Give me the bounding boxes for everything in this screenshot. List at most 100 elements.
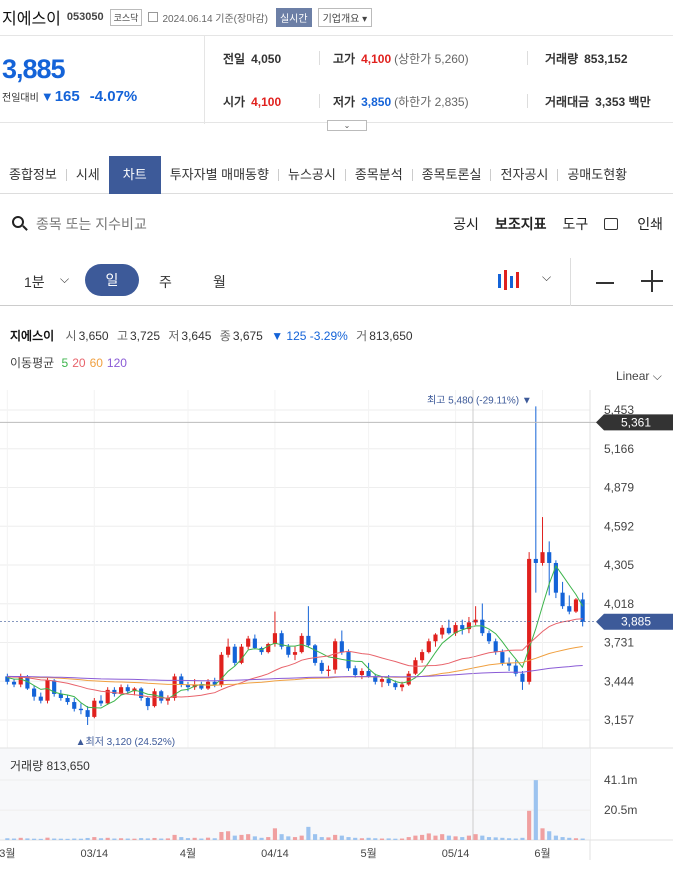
- corp-info-button[interactable]: 기업개요 ▾: [317, 7, 373, 27]
- volume-bar: [259, 837, 264, 840]
- prev-close-label: 전일: [223, 52, 246, 66]
- candle-body: [212, 681, 217, 685]
- volume-bar: [406, 837, 411, 840]
- indicator-button[interactable]: 보조지표: [494, 216, 547, 232]
- volume-bar: [92, 837, 97, 840]
- candle-body: [379, 679, 385, 682]
- volume-bar: [85, 837, 90, 840]
- tools-button[interactable]: 도구: [562, 216, 589, 232]
- upper-limit: (상한가 5,260): [394, 52, 469, 66]
- scale-label: Linear: [616, 369, 650, 383]
- chevron-down-icon[interactable]: ⌵: [542, 270, 552, 284]
- chevron-down-icon[interactable]: ⌵: [60, 272, 70, 286]
- candle-body: [272, 633, 278, 644]
- high-price: 고가 4,100 (상한가 5,260): [333, 50, 469, 67]
- min-price-label: ▲최저 3,120 (24.52%): [76, 736, 175, 748]
- print-button[interactable]: 인쇄: [604, 214, 663, 234]
- candle-body: [353, 668, 358, 676]
- volume-label: 거래량: [545, 52, 579, 66]
- crosshair-price-label: 5,361: [621, 415, 651, 429]
- volume-bar: [460, 837, 465, 840]
- period-day-button[interactable]: 일: [85, 264, 139, 296]
- volume-tick-label: 20.5m: [604, 803, 637, 817]
- volume-bar: [393, 838, 398, 840]
- volume-bar: [540, 828, 545, 840]
- candle-body: [292, 652, 298, 655]
- volume-bar: [500, 837, 505, 840]
- candle-body: [5, 676, 10, 682]
- volume-bar: [312, 834, 318, 840]
- change-label: 전일대비: [2, 93, 39, 104]
- volume-bar: [306, 826, 311, 840]
- volume-bar: [573, 838, 579, 840]
- candle-body: [52, 680, 57, 694]
- candle-body: [252, 638, 257, 649]
- volume-bar: [426, 833, 431, 840]
- search-icon[interactable]: [12, 216, 28, 232]
- candle-body: [553, 562, 558, 593]
- period-week-button[interactable]: 주: [159, 274, 172, 290]
- tab-overview[interactable]: 종합정보: [9, 166, 57, 182]
- ma-line-5: [7, 564, 584, 709]
- volume-bar: [11, 838, 17, 840]
- divider: [344, 168, 346, 181]
- tab-investor-trading[interactable]: 투자자별 매매동향: [169, 166, 269, 182]
- moving-average-legend[interactable]: 이동평균 5 20 60 120: [10, 354, 131, 371]
- candle-body: [279, 633, 284, 647]
- volume-bar: [413, 835, 418, 840]
- moving-averages: [7, 564, 584, 709]
- realtime-button[interactable]: 실시간: [275, 7, 312, 27]
- volume-bar: [199, 838, 204, 840]
- candle-body: [239, 646, 244, 663]
- scale-dropdown[interactable]: Linear ⌵: [616, 369, 662, 384]
- candle-body: [493, 641, 498, 653]
- compare-search-input[interactable]: 종목 또는 지수비교: [36, 216, 147, 232]
- volume-bar: [38, 838, 43, 840]
- candle-body: [118, 687, 124, 694]
- candle-body: [165, 697, 170, 701]
- close-value: 3,675: [232, 329, 263, 343]
- volume-bar: [125, 838, 130, 840]
- candle-body: [520, 673, 525, 682]
- candle-body: [58, 693, 63, 698]
- volume-bar: [453, 836, 458, 840]
- x-tick-label: 4월: [180, 847, 196, 860]
- volume-bar: [359, 838, 364, 840]
- chart-toolbar: 종목 또는 지수비교 공시 보조지표 도구 인쇄: [0, 205, 673, 243]
- candle-body: [232, 646, 237, 663]
- volume-bar: [226, 831, 231, 840]
- low-value: 3,850: [361, 95, 392, 109]
- tab-news[interactable]: 뉴스공시: [287, 166, 336, 182]
- price-chart[interactable]: 5,453 5,166 4,879 4,592 4,305 4,018 3,731 3,444…: [0, 390, 673, 870]
- volume-bar: [5, 838, 10, 840]
- candle-body: [339, 641, 344, 653]
- expand-toggle-button[interactable]: ⌄: [327, 120, 367, 131]
- zoom-in-icon[interactable]: [641, 270, 663, 292]
- volume-bar: [112, 838, 117, 840]
- candle-body: [326, 669, 331, 671]
- high-value: 4,100: [361, 52, 392, 66]
- y-tick-label: 5,166: [604, 442, 634, 456]
- candle-body: [266, 643, 271, 653]
- volume-bar: [520, 837, 525, 840]
- zoom-out-icon[interactable]: [596, 282, 614, 284]
- candlestick-icon[interactable]: [497, 268, 525, 294]
- volume-bar: [239, 834, 244, 840]
- candle-body: [540, 552, 545, 563]
- volume-bar: [486, 837, 492, 840]
- volume-bar: [292, 837, 298, 840]
- tool-buttons: 공시 보조지표 도구 인쇄: [437, 205, 663, 243]
- disclosure-button[interactable]: 공시: [453, 216, 479, 232]
- tab-short-selling[interactable]: 공매도현황: [567, 166, 628, 182]
- candle-body: [159, 691, 164, 701]
- tab-disclosure[interactable]: 전자공시: [500, 166, 549, 182]
- candle-body: [152, 691, 157, 707]
- minute-dropdown[interactable]: 1분: [24, 274, 45, 290]
- volume-bar: [219, 831, 224, 840]
- tab-analysis[interactable]: 종목분석: [354, 166, 403, 182]
- tab-discussion[interactable]: 종목토론실: [421, 166, 482, 182]
- tab-quotes[interactable]: 시세: [75, 166, 100, 182]
- volume-grid: [0, 747, 673, 841]
- period-month-button[interactable]: 월: [213, 274, 226, 290]
- tab-chart[interactable]: 차트: [108, 155, 161, 194]
